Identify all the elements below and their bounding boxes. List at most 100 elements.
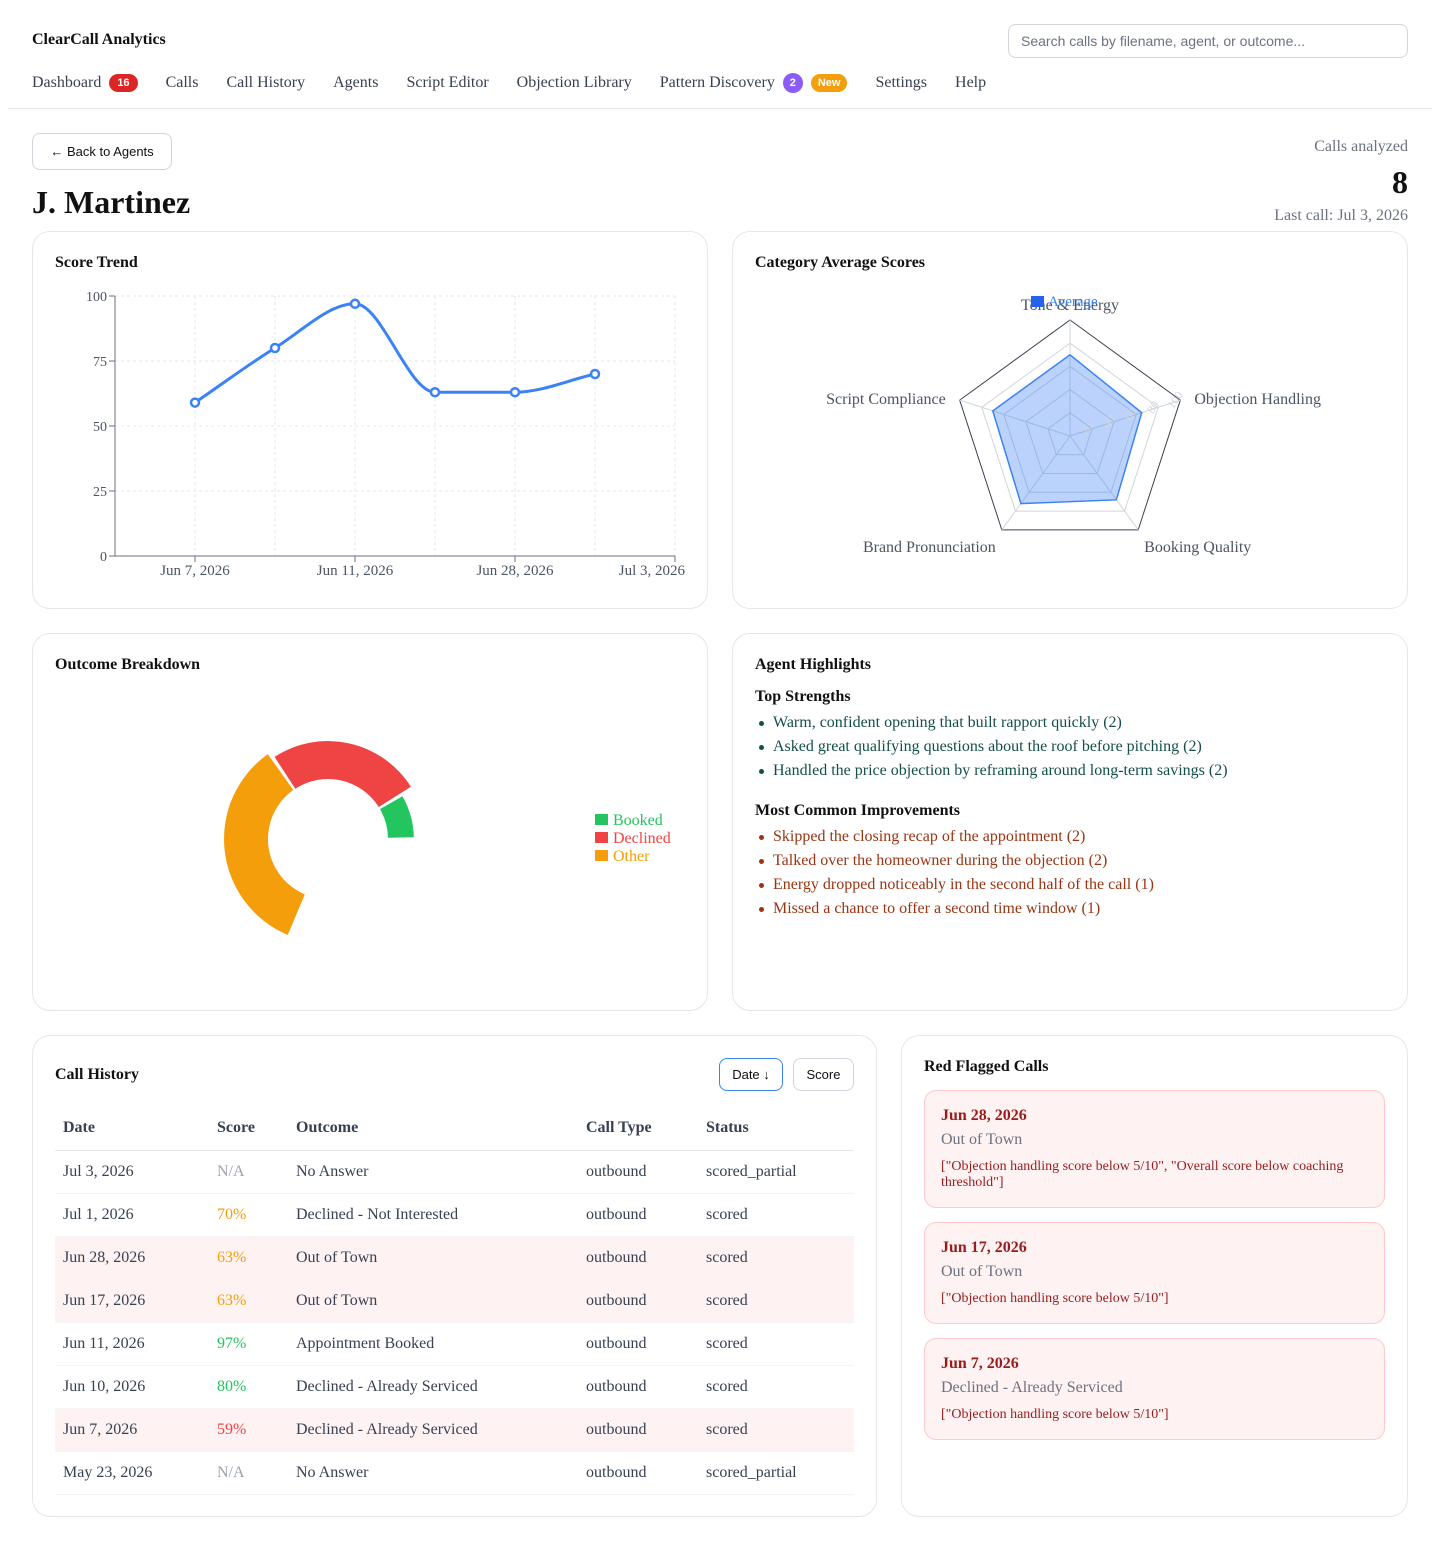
nav-objection-library[interactable]: Objection Library [517, 72, 632, 94]
flagged-call-reasons: ["Objection handling score below 5/10"] [941, 1407, 1169, 1422]
table-header-row: Date Score Outcome Call Type Status [55, 1106, 854, 1151]
status-cell: scored [698, 1322, 854, 1366]
outcome-breakdown-card: Outcome Breakdown Booked Declined Other [32, 633, 708, 1011]
top-header: ClearCall Analytics Dashboard 16 Calls C… [8, 0, 1432, 109]
improvement-item: Missed a chance to offer a second time w… [755, 897, 1154, 921]
main-nav: Dashboard 16 Calls Call History Agents S… [32, 72, 1014, 94]
y-tick-label: 50 [93, 420, 107, 435]
column-header-score[interactable]: Score [209, 1106, 288, 1151]
score-cell: 80% [209, 1365, 288, 1409]
nav-help-label: Help [955, 74, 987, 91]
score-cell: 59% [209, 1408, 288, 1452]
flagged-call-outcome: Out of Town [941, 1131, 1023, 1148]
outcome-cell: Appointment Booked [288, 1322, 578, 1366]
y-tick-label: 100 [86, 290, 107, 305]
sort-date-button[interactable]: Date ↓ [719, 1058, 783, 1091]
search-input[interactable] [1008, 24, 1408, 58]
back-to-agents-button[interactable]: ← Back to Agents [32, 133, 172, 170]
strength-item: Asked great qualifying questions about t… [755, 735, 1228, 759]
category-scores-card: Category Average Scores 20 40 60 80 100 Tone … [732, 231, 1408, 609]
nav-script-editor[interactable]: Script Editor [406, 72, 488, 94]
strength-item: Warm, confident opening that built rappo… [755, 711, 1228, 735]
pie-slice-other [223, 754, 305, 935]
table-row[interactable]: Jul 3, 2026 N/A No Answer outbound scored_pa… [55, 1150, 854, 1194]
date-cell: Jul 3, 2026 [55, 1150, 209, 1194]
flagged-call-outcome: Out of Town [941, 1263, 1023, 1280]
nav-dashboard[interactable]: Dashboard 16 [32, 72, 138, 94]
date-cell: Jun 10, 2026 [55, 1365, 209, 1409]
table-row[interactable]: Jun 10, 2026 80% Declined - Already Servic… [55, 1365, 854, 1409]
call-type-cell: outbound [578, 1365, 698, 1409]
flagged-call-card[interactable]: Jun 28, 2026 Out of Town ["Objection han… [924, 1090, 1385, 1208]
nav-agents[interactable]: Agents [333, 72, 378, 94]
top-strengths-heading: Top Strengths [755, 688, 851, 705]
strengths-list: Warm, confident opening that built rappo… [755, 711, 1228, 783]
radar-category-label: Objection Handling [1194, 391, 1321, 408]
y-tick-label: 0 [100, 550, 107, 565]
nav-settings[interactable]: Settings [875, 72, 927, 94]
app-brand: ClearCall Analytics [32, 31, 166, 48]
radar-spoke [959, 399, 1071, 437]
improvement-item: Talked over the homeowner during the obj… [755, 849, 1154, 873]
radar-category-label: Tone & Energy [1021, 297, 1119, 314]
call-history-table: Date Score Outcome Call Type Status Jul … [55, 1106, 854, 1495]
score-cell: 97% [209, 1322, 288, 1366]
legend-label: Declined [613, 830, 671, 847]
nav-pattern-discovery-label: Pattern Discovery [659, 74, 775, 91]
legend-swatch [595, 832, 608, 843]
nav-call-history-label: Call History [226, 74, 306, 91]
status-cell: scored_partial [698, 1150, 854, 1194]
date-cell: Jun 28, 2026 [55, 1236, 209, 1280]
table-row[interactable]: Jul 1, 2026 70% Declined - Not Interested o… [55, 1193, 854, 1237]
score-data-point [509, 386, 521, 398]
date-cell: May 23, 2026 [55, 1451, 209, 1495]
table-row[interactable]: Jun 11, 2026 97% Appointment Booked outboun… [55, 1322, 854, 1366]
nav-calls[interactable]: Calls [166, 72, 199, 94]
nav-objection-library-label: Objection Library [516, 74, 632, 91]
radar-series-area [991, 353, 1143, 505]
score-data-point [189, 397, 201, 408]
score-data-point [429, 386, 441, 398]
radar-spoke [1069, 435, 1139, 531]
date-cell: Jul 1, 2026 [55, 1193, 209, 1237]
radar-grid-ring [981, 342, 1159, 512]
outcome-cell: Declined - Not Interested [288, 1193, 578, 1237]
radar-category-label: Script Compliance [826, 391, 946, 408]
pie-slice-declined [274, 741, 411, 808]
score-data-point [269, 342, 281, 354]
date-cell: Jun 7, 2026 [55, 1408, 209, 1452]
x-tick-label: Jul 3, 2026 [619, 563, 686, 579]
radar-tick-label: 100 [1164, 388, 1186, 411]
x-tick-label: Jun 7, 2026 [160, 563, 230, 579]
flagged-call-card[interactable]: Jun 17, 2026 Out of Town ["Objection han… [924, 1222, 1385, 1324]
table-row[interactable]: Jun 17, 2026 63% Out of Town outbound scored [55, 1279, 854, 1323]
column-header-outcome[interactable]: Outcome [288, 1106, 578, 1151]
table-row[interactable]: Jun 28, 2026 63% Out of Town outbound scored [55, 1236, 854, 1280]
sort-score-button[interactable]: Score [793, 1058, 854, 1091]
outcome-cell: Out of Town [288, 1279, 578, 1323]
flagged-call-date: Jun 7, 2026 [941, 1355, 1019, 1372]
column-header-date[interactable]: Date [55, 1106, 209, 1151]
pattern-count-badge: 2 [782, 73, 803, 93]
call-type-cell: outbound [578, 1408, 698, 1452]
table-row[interactable]: Jun 7, 2026 59% Declined - Already Service… [55, 1408, 854, 1452]
improvements-heading: Most Common Improvements [755, 802, 961, 819]
score-trend-chart: 0 25 50 75 100 Jun 7, 2026 Jun 11, 2026 Jun 28,… [86, 290, 686, 579]
nav-pattern-discovery[interactable]: Pattern Discovery 2 New [660, 72, 848, 94]
column-header-status[interactable]: Status [698, 1106, 854, 1151]
nav-script-editor-label: Script Editor [406, 74, 489, 91]
status-cell: scored [698, 1279, 854, 1323]
x-tick-label: Jun 11, 2026 [317, 563, 394, 579]
red-flagged-card: Red Flagged Calls Jun 28, 2026 Out of To… [901, 1035, 1408, 1517]
flagged-call-card[interactable]: Jun 7, 2026 Declined - Already Serviced … [924, 1338, 1385, 1440]
status-cell: scored [698, 1365, 854, 1409]
nav-help[interactable]: Help [955, 72, 986, 94]
outcome-breakdown-title: Outcome Breakdown [55, 656, 201, 673]
radar-tick-label: 80 [1144, 398, 1162, 416]
flagged-call-reasons: ["Objection handling score below 5/10"] [941, 1291, 1169, 1306]
nav-call-history[interactable]: Call History [226, 72, 305, 94]
table-row[interactable]: May 23, 2026 N/A No Answer outbound scored_p… [55, 1451, 854, 1495]
column-header-call-type[interactable]: Call Type [578, 1106, 698, 1151]
score-data-point [349, 298, 361, 310]
call-history-title: Call History [55, 1066, 139, 1083]
